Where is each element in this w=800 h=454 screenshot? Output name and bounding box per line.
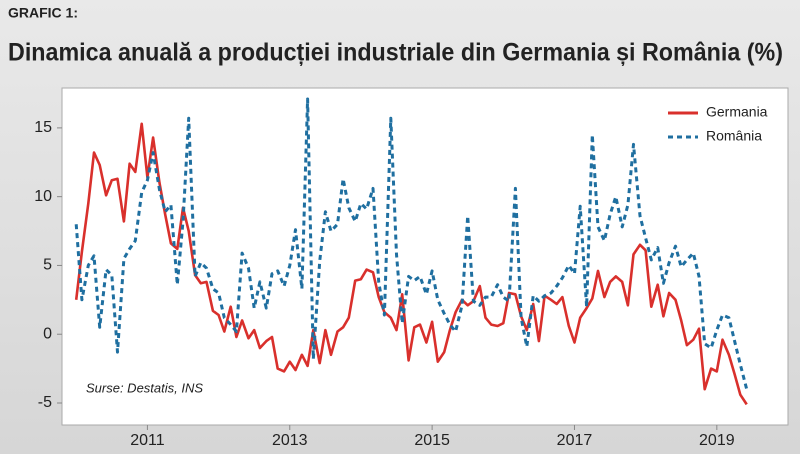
x-tick-label: 2019 — [699, 432, 735, 449]
x-tick-label: 2011 — [130, 432, 165, 449]
legend-label: România — [706, 128, 762, 144]
x-tick-label: 2017 — [557, 432, 593, 449]
chart-label: GRAFIC 1: — [8, 5, 78, 21]
annotation: Surse: Destatis, INS — [86, 380, 203, 395]
y-tick-label: 5 — [43, 257, 52, 274]
chart-title: Dinamica anuală a producției industriale… — [8, 39, 783, 67]
x-tick-label: 2015 — [414, 432, 450, 449]
line-series — [74, 122, 748, 406]
plot-area — [61, 87, 789, 426]
y-tick-label: 0 — [43, 325, 52, 342]
x-tick-label: 2013 — [272, 432, 308, 449]
legend-label: Germania — [706, 104, 768, 120]
y-tick-label: 10 — [34, 188, 52, 205]
y-tick-label: -5 — [38, 394, 52, 411]
y-tick-label: 15 — [34, 119, 52, 136]
line-series — [74, 97, 749, 390]
